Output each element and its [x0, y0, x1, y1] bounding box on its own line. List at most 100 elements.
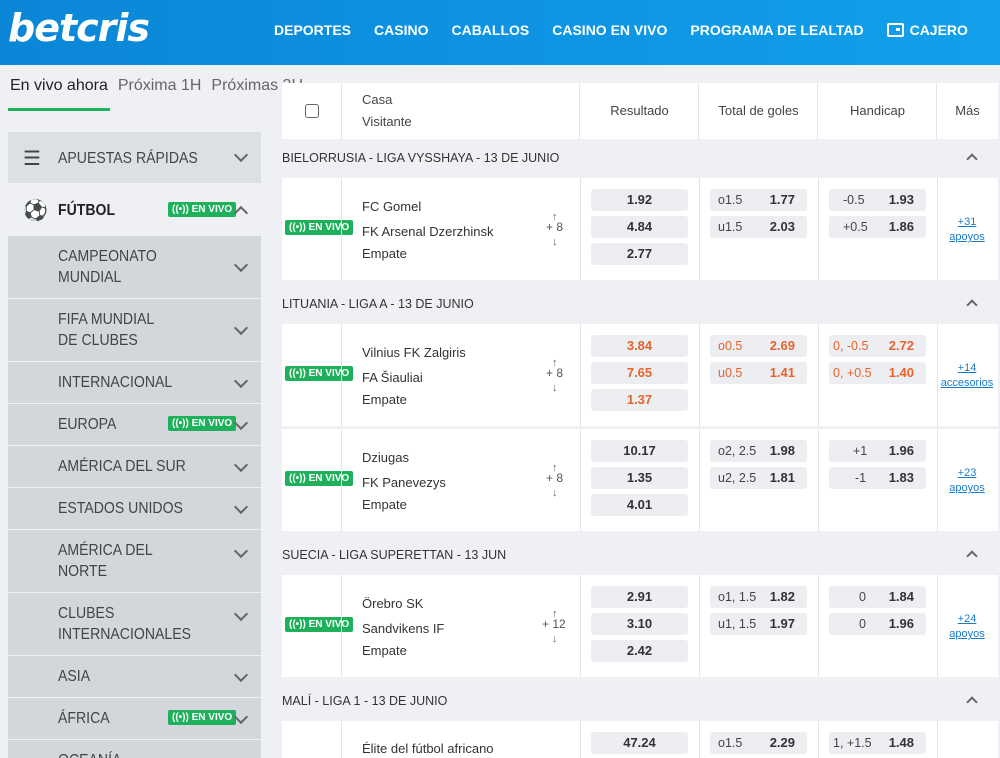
odd-line: +1: [853, 444, 868, 458]
menu-europa[interactable]: EUROPA ((•)) EN VIVO: [8, 404, 261, 446]
menu-apuestas-rapidas[interactable]: ☰ APUESTAS RÁPIDAS: [8, 132, 261, 184]
odd-price: 1.81: [769, 470, 795, 485]
menu-label: ÁFRICA: [58, 710, 110, 727]
chevron-down-icon: [233, 499, 249, 515]
odd-button[interactable]: 1, +1.5 1.48: [829, 732, 926, 754]
more-bets-link[interactable]: +31 apoyos: [937, 215, 997, 245]
odd-line: +0.5: [843, 220, 868, 234]
odd-price: 1.96: [888, 443, 914, 458]
odd-price: 1.82: [769, 589, 795, 604]
menu-fifa-mundial-clubes[interactable]: FIFA MUNDIAL DE CLUBES: [8, 299, 261, 362]
league-header[interactable]: SUECIA - LIGA SUPERETTAN - 13 JUN: [282, 537, 998, 572]
odd-button[interactable]: 2.42: [591, 640, 688, 662]
odd-button[interactable]: 10.17: [591, 440, 688, 462]
menu-america-del-norte[interactable]: AMÉRICA DEL NORTE: [8, 530, 261, 593]
menu-africa[interactable]: ÁFRICA ((•)) EN VIVO: [8, 698, 261, 740]
menu-futbol[interactable]: ⚽ FÚTBOL ((•)) EN VIVO: [8, 184, 261, 236]
more-bets-link[interactable]: +24 apoyos: [937, 612, 997, 642]
odd-button[interactable]: u0.5 1.41: [710, 362, 807, 384]
divider: [937, 429, 938, 531]
tab-proximas-3h[interactable]: Próximas 3H: [211, 77, 303, 94]
home-team: Örebro SK: [362, 596, 424, 611]
more-bets-link[interactable]: +14 accesorios: [937, 361, 997, 391]
more-bets-link[interactable]: +23 apoyos: [937, 466, 997, 496]
odd-button[interactable]: 1.92: [591, 189, 688, 211]
more-count: +14: [957, 362, 977, 374]
odd-button[interactable]: u1, 1.5 1.97: [710, 613, 807, 635]
nav-deportes[interactable]: DEPORTES: [274, 22, 352, 38]
odd-button[interactable]: o0.5 2.69: [710, 335, 807, 357]
odd-button[interactable]: o1.5 2.29: [710, 732, 807, 754]
odd-button[interactable]: 4.01: [591, 494, 688, 516]
nav-casino-en-vivo[interactable]: CASINO EN VIVO: [552, 22, 668, 38]
odd-button[interactable]: o1.5 1.77: [710, 189, 807, 211]
menu-label: FÚTBOL: [58, 202, 116, 219]
odd-price: 2.29: [769, 735, 795, 750]
brand-logo[interactable]: betcris: [8, 6, 150, 50]
odd-price: 1.41: [769, 365, 795, 380]
odd-button[interactable]: o2, 2.5 1.98: [710, 440, 807, 462]
draw-label: Empate: [362, 497, 407, 512]
odd-button[interactable]: 0 1.84: [829, 586, 926, 608]
nav-casino[interactable]: CASINO: [374, 22, 429, 38]
odd-button[interactable]: u1.5 2.03: [710, 216, 807, 238]
odd-button[interactable]: 3.10: [591, 613, 688, 635]
odd-button[interactable]: -1 1.83: [829, 467, 926, 489]
markets-count[interactable]: + 8: [546, 220, 564, 234]
odd-button[interactable]: 0, +0.5 1.40: [829, 362, 926, 384]
header-label: Total de goles: [718, 103, 799, 118]
markets-count[interactable]: + 8: [546, 366, 564, 380]
chevron-down-icon: [233, 709, 249, 725]
menu-estados-unidos[interactable]: ESTADOS UNIDOS: [8, 488, 261, 530]
menu-america-del-sur[interactable]: AMÉRICA DEL SUR: [8, 446, 261, 488]
swap-arrows-icon: ↓: [552, 382, 558, 394]
header-home: Casa: [362, 92, 393, 107]
odd-button[interactable]: 2.91: [591, 586, 688, 608]
total-header: Total de goles: [699, 83, 818, 139]
odd-button[interactable]: 2.77: [591, 243, 688, 265]
league-header[interactable]: BIELORRUSIA - LIGA VYSSHAYA - 13 DE JUNI…: [282, 140, 998, 175]
odd-line: o2, 2.5: [718, 444, 757, 458]
odd-button[interactable]: 3.84: [591, 335, 688, 357]
odd-button[interactable]: 1.37: [591, 389, 688, 411]
odd-button[interactable]: 1.35: [591, 467, 688, 489]
menu-internacional[interactable]: INTERNACIONAL: [8, 362, 261, 404]
odd-button[interactable]: 7.65: [591, 362, 688, 384]
header-away: Visitante: [362, 114, 412, 129]
menu-asia[interactable]: ASIA: [8, 656, 261, 698]
odd-button[interactable]: u2, 2.5 1.81: [710, 467, 807, 489]
odd-line: 0: [859, 590, 866, 604]
odd-button[interactable]: +1 1.96: [829, 440, 926, 462]
menu-clubes-internacionales[interactable]: CLUBES INTERNACIONALES: [8, 593, 261, 656]
odd-button[interactable]: 4.84: [591, 216, 688, 238]
time-header: [282, 83, 342, 139]
home-team: Vilnius FK Zalgiris: [362, 345, 466, 360]
nav-cajero[interactable]: CAJERO: [886, 22, 968, 38]
odd-line: o1.5: [718, 736, 743, 750]
odd-button[interactable]: 47.24: [591, 732, 688, 754]
league-header[interactable]: MALÍ - LIGA 1 - 13 DE JUNIO: [282, 683, 998, 718]
divider: [937, 575, 938, 677]
markets-count[interactable]: + 12: [542, 617, 566, 631]
markets-count[interactable]: + 8: [546, 471, 564, 485]
menu-label: FIFA MUNDIAL DE CLUBES: [58, 311, 154, 349]
odd-button[interactable]: +0.5 1.86: [829, 216, 926, 238]
odd-button[interactable]: o1, 1.5 1.82: [710, 586, 807, 608]
odd-button[interactable]: -0.5 1.93: [829, 189, 926, 211]
odd-price: 1.96: [888, 616, 914, 631]
odd-button[interactable]: 0 1.96: [829, 613, 926, 635]
chevron-down-icon: [233, 373, 249, 389]
menu-oceania[interactable]: OCEANÍA: [8, 740, 261, 758]
draw-label: Empate: [362, 392, 407, 407]
wallet-icon: [886, 23, 904, 37]
menu-campeonato-mundial[interactable]: CAMPEONATO MUNDIAL: [8, 236, 261, 299]
odd-button[interactable]: 0, -0.5 2.72: [829, 335, 926, 357]
chevron-up-icon: [966, 299, 978, 311]
odd-price: 2.03: [769, 219, 795, 234]
tab-en-vivo-ahora[interactable]: En vivo ahora: [8, 73, 110, 111]
league-header[interactable]: LITUANIA - LIGA A - 13 DE JUNIO: [282, 286, 998, 321]
nav-caballos[interactable]: CABALLOS: [451, 22, 530, 38]
nav-programa-lealtad[interactable]: PROGRAMA DE LEALTAD: [690, 22, 864, 38]
tab-proxima-1h[interactable]: Próxima 1H: [117, 77, 202, 94]
chevron-down-icon: [233, 320, 249, 336]
